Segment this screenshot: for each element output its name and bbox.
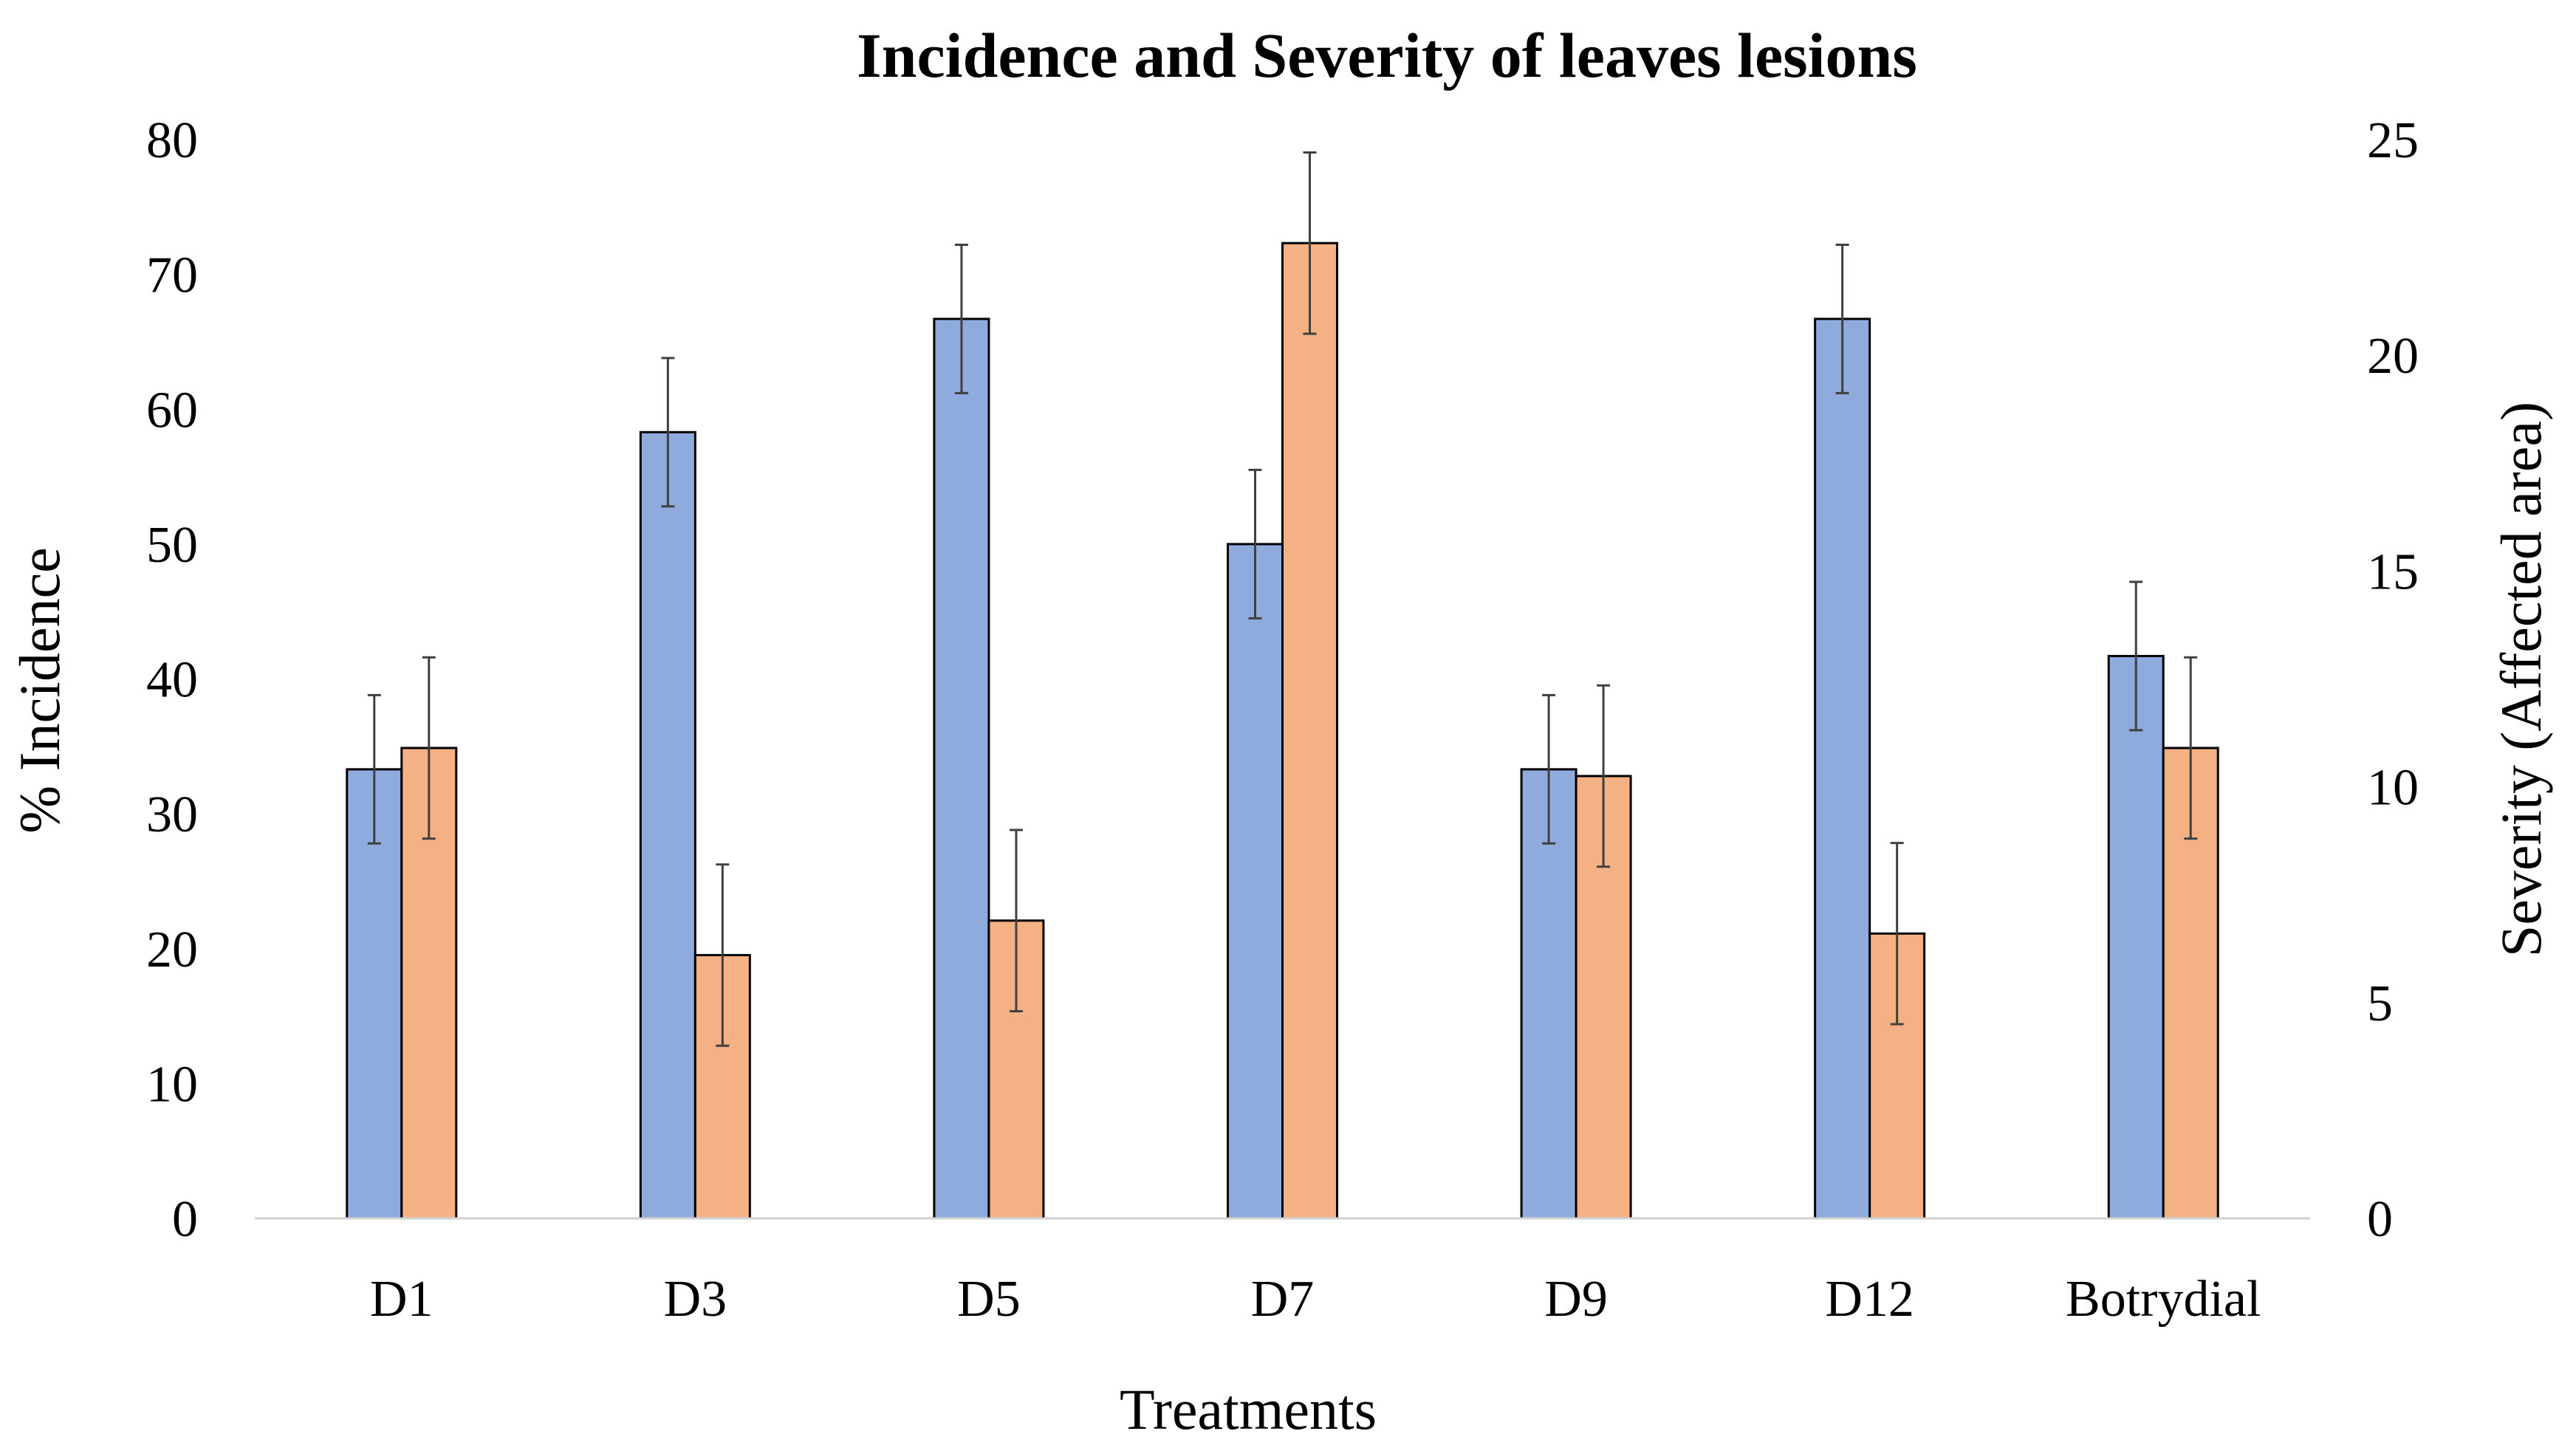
x-tick-label: D9 bbox=[1544, 1271, 1608, 1328]
errorbar-incidence-d1 bbox=[367, 693, 381, 845]
bar-incidence-botrydial bbox=[2107, 654, 2165, 1220]
x-tick-label: Botrydial bbox=[2066, 1271, 2261, 1328]
errorbar-severity-d12 bbox=[1890, 842, 1904, 1026]
errorbar-severity-d9 bbox=[1597, 684, 1611, 868]
errorbar-incidence-d9 bbox=[1542, 693, 1556, 845]
bar-severity-d7 bbox=[1281, 241, 1338, 1220]
y-tick-label: 60 bbox=[146, 382, 198, 439]
y-axis-left: 0 10 20 30 40 50 60 70 80 bbox=[146, 112, 198, 1248]
x-tick-label: D1 bbox=[370, 1271, 434, 1328]
bar-incidence-d5 bbox=[933, 318, 990, 1220]
y-tick-label: 50 bbox=[146, 517, 198, 574]
y-tick-label: 40 bbox=[146, 652, 198, 709]
y2-tick-label: 20 bbox=[2367, 328, 2419, 385]
bars bbox=[346, 241, 2219, 1220]
errorbar-incidence-d7 bbox=[1248, 468, 1262, 620]
errorbar-incidence-d12 bbox=[1835, 243, 1849, 394]
y-tick-label: 30 bbox=[146, 786, 198, 843]
errorbar-severity-botrydial bbox=[2184, 656, 2198, 840]
y-axis-label: % Incidence bbox=[7, 547, 72, 834]
errorbar-severity-d1 bbox=[422, 656, 436, 840]
chart-title: Incidence and Severity of leaves lesions bbox=[857, 20, 1917, 91]
error-bars bbox=[367, 151, 2198, 1047]
x-tick-label: D5 bbox=[957, 1271, 1021, 1328]
bar-incidence-d12 bbox=[1814, 318, 1871, 1220]
bar-incidence-d7 bbox=[1227, 543, 1284, 1220]
y-tick-label: 0 bbox=[172, 1191, 198, 1248]
y-tick-label: 20 bbox=[146, 922, 198, 978]
x-tick-label: D3 bbox=[664, 1271, 727, 1328]
y2-tick-label: 5 bbox=[2367, 975, 2393, 1032]
y-tick-label: 70 bbox=[146, 247, 198, 304]
x-axis-label: Treatments bbox=[1120, 1377, 1377, 1441]
y2-tick-label: 10 bbox=[2367, 760, 2419, 817]
y-tick-label: 10 bbox=[146, 1056, 198, 1113]
y-axis-right: 0 5 10 15 20 25 bbox=[2367, 112, 2419, 1248]
errorbar-severity-d3 bbox=[716, 863, 730, 1047]
errorbar-incidence-d5 bbox=[954, 243, 968, 394]
errorbar-incidence-d3 bbox=[661, 357, 675, 508]
y2-tick-label: 15 bbox=[2367, 543, 2419, 600]
x-tick-label: D7 bbox=[1251, 1271, 1315, 1328]
errorbar-severity-d7 bbox=[1303, 151, 1317, 335]
y2-tick-label: 0 bbox=[2367, 1191, 2393, 1248]
y-tick-label: 80 bbox=[146, 112, 198, 169]
y2-axis-label: Severity (Affected area) bbox=[2489, 402, 2553, 957]
bar-incidence-d3 bbox=[639, 430, 696, 1220]
errorbar-severity-d5 bbox=[1009, 828, 1023, 1012]
x-axis: D1 D3 D5 D7 D9 D12 Botrydial bbox=[370, 1271, 2261, 1328]
y2-tick-label: 25 bbox=[2367, 112, 2419, 169]
errorbar-incidence-botrydial bbox=[2129, 580, 2143, 732]
bar-severity-d3 bbox=[693, 954, 751, 1220]
x-tick-label: D12 bbox=[1825, 1271, 1914, 1328]
